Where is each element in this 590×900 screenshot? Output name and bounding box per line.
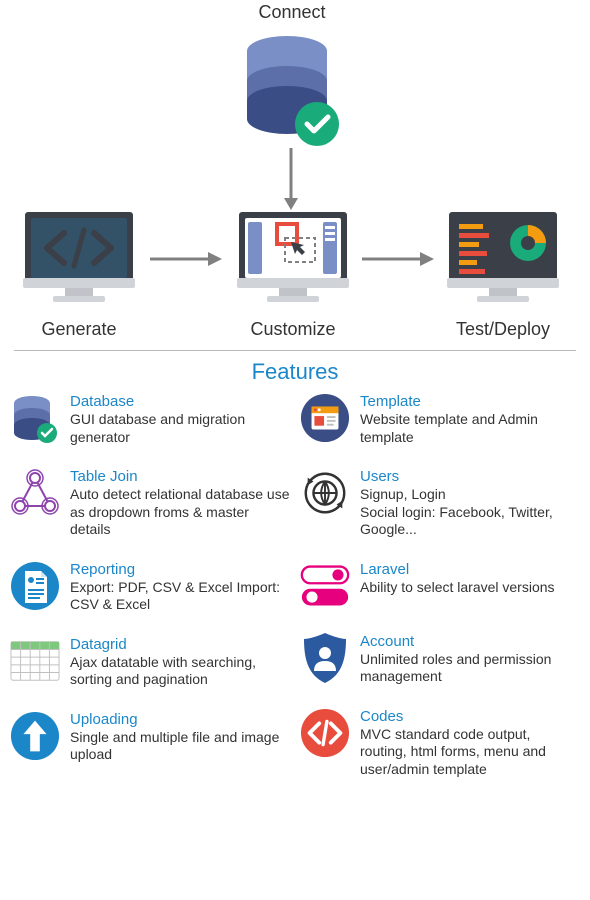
- customize-monitor-icon: [233, 208, 353, 308]
- feature-users: Users Signup, Login Social login: Facebo…: [300, 468, 580, 539]
- feature-title: Database: [70, 393, 290, 410]
- feature-desc: Unlimited roles and permission managemen…: [360, 651, 580, 686]
- feature-title: Table Join: [70, 468, 290, 485]
- code-monitor-icon: [19, 208, 139, 308]
- flow-node-testdeploy: Test/Deploy: [438, 208, 568, 340]
- feature-title: Datagrid: [70, 636, 290, 653]
- flow-node-customize: Customize: [228, 208, 358, 340]
- feature-database: Database GUI database and migration gene…: [10, 393, 290, 446]
- flow-diagram: Connect Generate: [0, 0, 590, 345]
- features-col-left: Database GUI database and migration gene…: [10, 393, 290, 778]
- arrow-right-icon: [362, 252, 434, 266]
- laravel-toggle-icon: [300, 561, 350, 611]
- account-shield-icon: [300, 633, 350, 683]
- feature-desc: Single and multiple file and image uploa…: [70, 729, 290, 764]
- flow-node-connect: Connect: [232, 2, 352, 154]
- feature-reporting: Reporting Export: PDF, CSV & Excel Impor…: [10, 561, 290, 614]
- feature-codes: Codes MVC standard code output, routing,…: [300, 708, 580, 779]
- feature-desc: MVC standard code output, routing, html …: [360, 726, 580, 779]
- flow-node-generate: Generate: [14, 208, 144, 340]
- feature-desc: Signup, Login Social login: Facebook, Tw…: [360, 486, 580, 539]
- dashboard-monitor-icon: [443, 208, 563, 308]
- arrow-down-icon: [284, 148, 298, 210]
- feature-template: Template Website template and Admin temp…: [300, 393, 580, 446]
- features-col-right: Template Website template and Admin temp…: [300, 393, 580, 778]
- arrow-right-icon: [150, 252, 222, 266]
- users-icon: [300, 468, 350, 518]
- flow-label: Test/Deploy: [438, 319, 568, 340]
- flow-label: Connect: [232, 2, 352, 23]
- codes-icon: [300, 708, 350, 758]
- flow-label: Customize: [228, 319, 358, 340]
- feature-desc: Ability to select laravel versions: [360, 579, 580, 597]
- feature-title: Template: [360, 393, 580, 410]
- feature-desc: Ajax datatable with searching, sorting a…: [70, 654, 290, 689]
- divider: [14, 350, 576, 351]
- tablejoin-icon: [10, 468, 60, 518]
- feature-tablejoin: Table Join Auto detect relational databa…: [10, 468, 290, 539]
- feature-desc: Export: PDF, CSV & Excel Import: CSV & E…: [70, 579, 290, 614]
- feature-title: Account: [360, 633, 580, 650]
- feature-datagrid: Datagrid Ajax datatable with searching, …: [10, 636, 290, 689]
- reporting-icon: [10, 561, 60, 611]
- feature-title: Laravel: [360, 561, 580, 578]
- feature-title: Uploading: [70, 711, 290, 728]
- features-grid: Database GUI database and migration gene…: [0, 385, 590, 778]
- feature-desc: GUI database and migration generator: [70, 411, 290, 446]
- feature-account: Account Unlimited roles and permission m…: [300, 633, 580, 686]
- feature-laravel: Laravel Ability to select laravel versio…: [300, 561, 580, 611]
- feature-title: Reporting: [70, 561, 290, 578]
- feature-uploading: Uploading Single and multiple file and i…: [10, 711, 290, 764]
- database-icon: [10, 393, 60, 443]
- feature-desc: Website template and Admin template: [360, 411, 580, 446]
- features-title: Features: [0, 359, 590, 385]
- template-icon: [300, 393, 350, 443]
- uploading-icon: [10, 711, 60, 761]
- flow-label: Generate: [14, 319, 144, 340]
- feature-desc: Auto detect relational database use as d…: [70, 486, 290, 539]
- datagrid-icon: [10, 636, 60, 686]
- database-icon: [242, 29, 342, 149]
- feature-title: Users: [360, 468, 580, 485]
- feature-title: Codes: [360, 708, 580, 725]
